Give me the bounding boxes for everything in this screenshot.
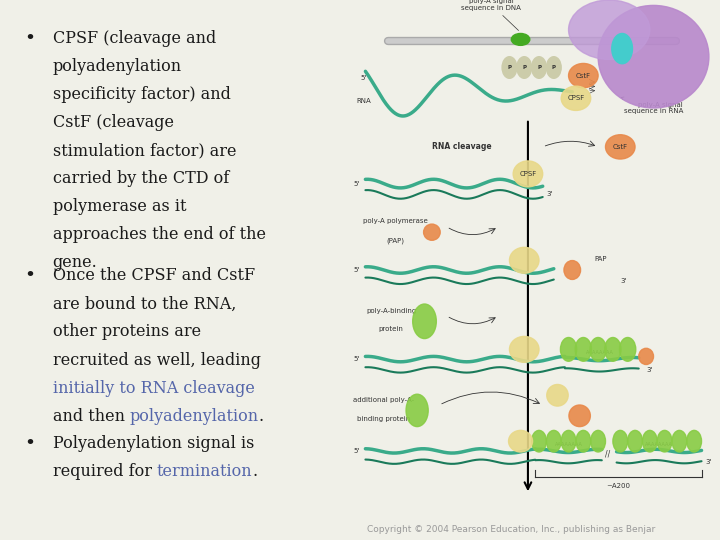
Text: other proteins are: other proteins are [53,323,201,340]
Text: .: . [259,408,264,424]
Text: RNA cleavage: RNA cleavage [431,143,491,151]
Circle shape [560,338,577,361]
Text: P: P [522,65,526,70]
Text: CstF (cleavage: CstF (cleavage [53,114,174,131]
Text: and then: and then [53,408,130,424]
Text: Polyadenylation signal is: Polyadenylation signal is [53,435,254,451]
Ellipse shape [569,0,650,59]
Circle shape [687,430,701,452]
Ellipse shape [510,336,539,362]
Circle shape [413,304,436,339]
Text: CPSF (cleavage and: CPSF (cleavage and [53,30,216,46]
Text: polymerase as it: polymerase as it [53,198,186,215]
Text: (PAP): (PAP) [386,237,404,244]
Text: 5': 5' [354,267,360,273]
Text: •: • [24,435,36,453]
Text: 5': 5' [361,75,366,81]
Ellipse shape [513,161,543,187]
Ellipse shape [510,247,539,273]
Circle shape [575,338,591,361]
Circle shape [613,430,628,452]
Text: //: // [605,449,610,458]
Circle shape [517,57,531,78]
Text: 3': 3' [620,278,626,284]
Text: P: P [508,65,511,70]
Ellipse shape [423,224,440,240]
Ellipse shape [569,405,590,427]
Text: polyadenylation: polyadenylation [53,58,181,75]
Text: 3': 3' [705,458,711,465]
Text: 5': 5' [354,356,360,362]
Ellipse shape [511,33,530,45]
Text: poly-A signal
sequence in DNA: poly-A signal sequence in DNA [461,0,521,30]
Text: PAP: PAP [595,256,607,262]
Circle shape [628,430,642,452]
Circle shape [642,430,657,452]
Text: approaches the end of the: approaches the end of the [53,226,266,243]
Ellipse shape [598,5,709,108]
Circle shape [531,430,546,452]
Text: P: P [537,65,541,70]
Text: AAAAAAAA: AAAAAAAA [645,442,673,447]
Text: termination: termination [157,463,252,480]
Text: required for: required for [53,463,157,480]
Circle shape [502,57,517,78]
Text: additional poly-A-: additional poly-A- [354,396,415,403]
Text: polyadenylation: polyadenylation [130,408,259,424]
Circle shape [561,430,576,452]
Ellipse shape [606,135,635,159]
Circle shape [531,57,546,78]
Ellipse shape [639,348,654,364]
Text: CPSF: CPSF [519,171,536,177]
Text: poly-A-binding: poly-A-binding [366,307,416,314]
Text: carried by the CTD of: carried by the CTD of [53,170,229,187]
Text: .: . [252,463,258,480]
Text: stimulation factor) are: stimulation factor) are [53,142,236,159]
Text: 5': 5' [354,180,360,187]
Circle shape [657,430,672,452]
Text: CstF: CstF [576,72,591,79]
Circle shape [546,430,561,452]
Ellipse shape [546,384,568,406]
Text: CPSF: CPSF [567,95,585,102]
Text: poly-A polymerase: poly-A polymerase [363,218,428,225]
Text: AAAAAAAA: AAAAAAAA [586,350,614,355]
Text: •: • [24,267,36,285]
Text: RNA: RNA [356,98,371,104]
Circle shape [590,430,606,452]
Circle shape [590,338,606,361]
Text: ~A200: ~A200 [606,483,631,489]
Text: Once the CPSF and CstF: Once the CPSF and CstF [53,267,255,284]
Text: recruited as well, leading: recruited as well, leading [53,352,261,368]
Ellipse shape [561,86,590,111]
Text: 3': 3' [646,367,652,373]
Circle shape [672,430,687,452]
Circle shape [605,338,621,361]
Text: Copyright © 2004 Pearson Education, Inc., publishing as Benjar: Copyright © 2004 Pearson Education, Inc.… [367,524,655,534]
Text: initially to RNA cleavage: initially to RNA cleavage [53,380,254,396]
Text: protein: protein [379,326,404,333]
Ellipse shape [508,430,533,452]
Circle shape [619,338,636,361]
Text: gene.: gene. [53,254,97,271]
Text: P: P [552,65,556,70]
Text: are bound to the RNA,: are bound to the RNA, [53,295,236,312]
Ellipse shape [564,261,580,280]
Text: CstF: CstF [613,144,628,150]
Circle shape [546,57,561,78]
Text: 5': 5' [354,448,360,454]
Text: binding protein: binding protein [357,415,410,422]
Text: poly-A signal
sequence in RNA: poly-A signal sequence in RNA [621,97,683,114]
Text: AAAAAAAA: AAAAAAAA [554,442,582,447]
Text: •: • [24,30,36,48]
Circle shape [576,430,590,452]
Ellipse shape [569,64,598,87]
Circle shape [612,33,632,64]
Text: specificity factor) and: specificity factor) and [53,86,230,103]
Text: 3': 3' [546,191,553,198]
Circle shape [406,394,428,427]
